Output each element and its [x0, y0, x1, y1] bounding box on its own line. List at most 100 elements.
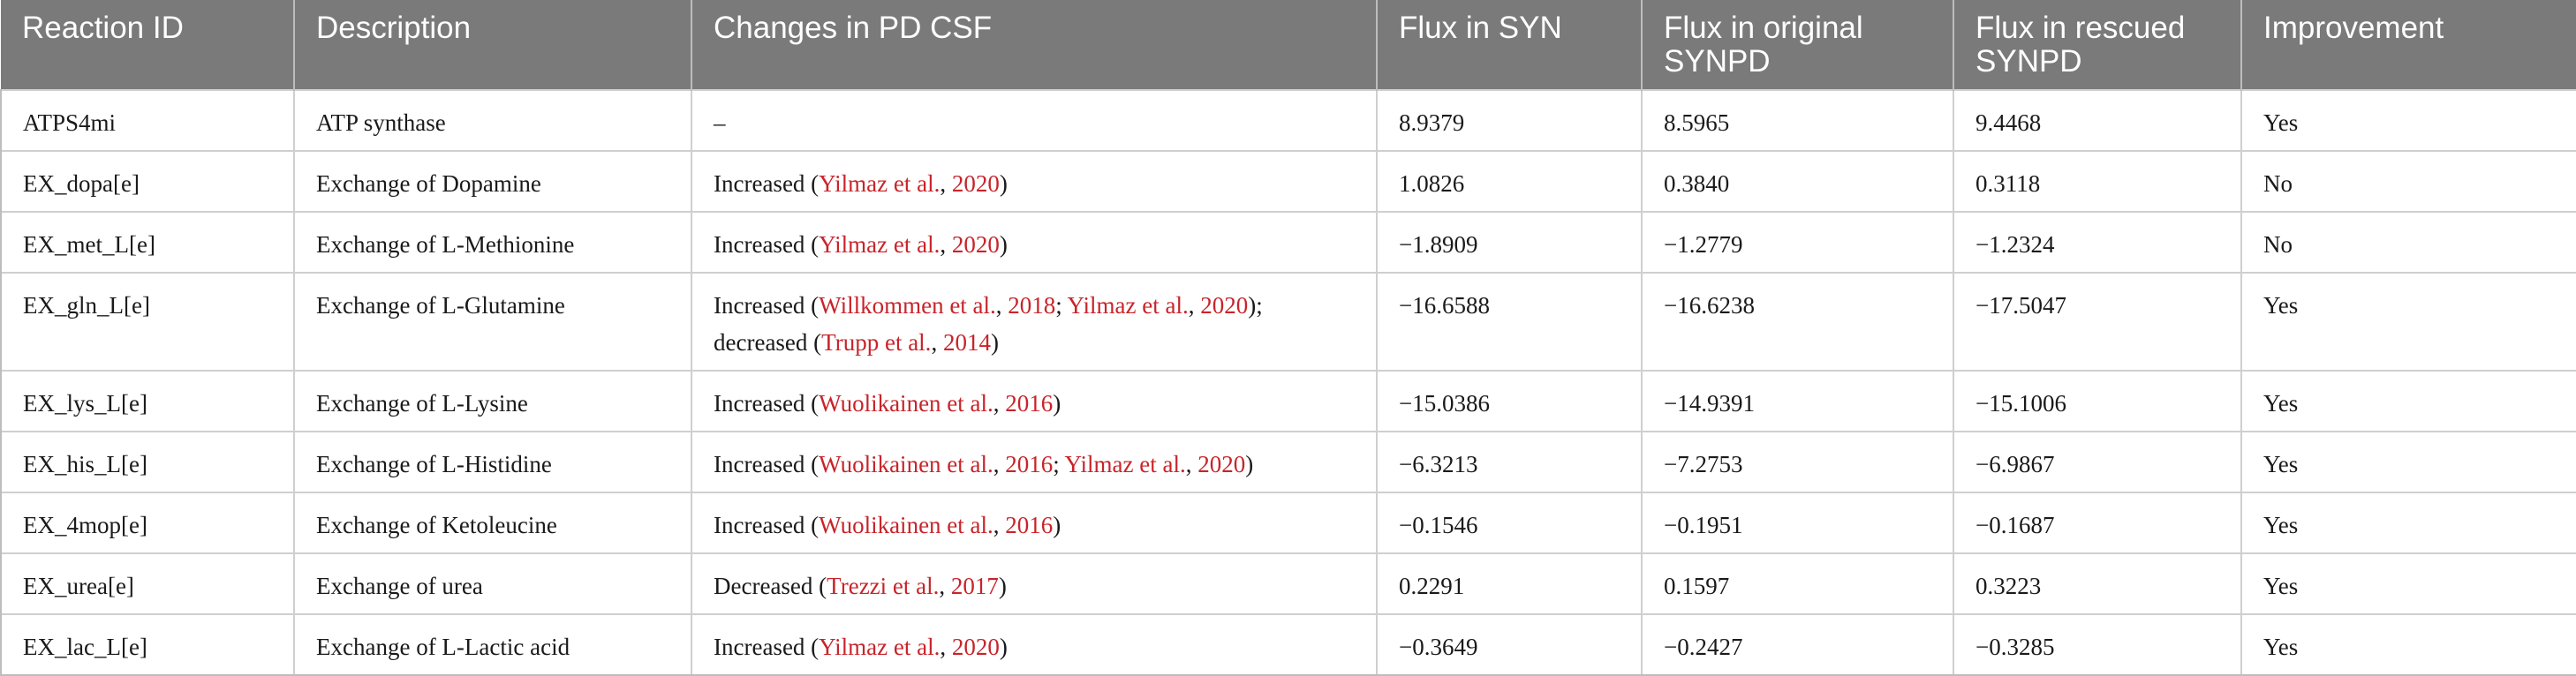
cell-changes: Increased (Yilmaz et al., 2020): [691, 150, 1377, 212]
change-text: Increased (: [714, 390, 820, 417]
cell-flux-syn: −0.3649: [1376, 613, 1642, 676]
cell-changes: Increased (Wuolikainen et al., 2016): [691, 370, 1377, 432]
change-text: ,: [939, 573, 951, 599]
cell-description: Exchange of Dopamine: [293, 150, 691, 212]
cell-flux-rescued: −0.1687: [1953, 492, 2241, 553]
change-text: Increased (: [714, 451, 820, 477]
cell-flux-rescued: −17.5047: [1953, 272, 2241, 371]
cell-flux-syn: −6.3213: [1376, 431, 1642, 492]
header-flux-original-synpd: Flux in original SYNPD: [1641, 0, 1953, 90]
table-row: EX_lys_L[e] Exchange of L-Lysine Increased…: [0, 370, 2576, 432]
header-row: Reaction ID Description Changes in PD CS…: [1, 0, 2576, 90]
change-text: ,: [993, 451, 1006, 477]
citation-link[interactable]: 2016: [1005, 451, 1054, 477]
change-text: –: [714, 109, 726, 136]
change-text: ,: [940, 170, 952, 197]
cell-flux-rescued: 9.4468: [1953, 89, 2241, 151]
cell-flux-original: 0.1597: [1641, 552, 1953, 614]
change-text: ,: [993, 390, 1006, 417]
cell-changes: –: [691, 89, 1377, 151]
cell-flux-syn: −15.0386: [1376, 370, 1642, 432]
cell-description: Exchange of L-Glutamine: [293, 272, 691, 371]
table-row: EX_gln_L[e] Exchange of L-Glutamine Increa…: [0, 272, 2576, 371]
citation-link[interactable]: Yilmaz et al.: [819, 170, 941, 197]
cell-flux-rescued: −0.3285: [1953, 613, 2241, 676]
cell-improvement: Yes: [2240, 431, 2576, 492]
citation-link[interactable]: 2020: [951, 231, 1000, 258]
citation-link[interactable]: Willkommen et al.: [819, 292, 996, 319]
cell-description: ATP synthase: [293, 89, 691, 151]
cell-improvement: Yes: [2240, 492, 2576, 553]
cell-flux-syn: −0.1546: [1376, 492, 1642, 553]
change-text: ;: [1053, 451, 1065, 477]
cell-flux-original: −16.6238: [1641, 272, 1953, 371]
citation-link[interactable]: 2017: [950, 573, 999, 599]
change-text: ,: [1188, 292, 1201, 319]
table-row: EX_his_L[e] Exchange of L-Histidine Increa…: [0, 431, 2576, 492]
change-text: ,: [1185, 451, 1198, 477]
citation-link[interactable]: Yilmaz et al.: [819, 231, 941, 258]
citation-link[interactable]: Trupp et al.: [821, 329, 932, 356]
cell-flux-original: 8.5965: [1641, 89, 1953, 151]
citation-link[interactable]: 2020: [951, 170, 1000, 197]
citation-link[interactable]: Yilmaz et al.: [1064, 451, 1186, 477]
citation-link[interactable]: 2016: [1005, 512, 1054, 538]
change-text: Decreased (: [714, 573, 827, 599]
citation-link[interactable]: Yilmaz et al.: [819, 634, 941, 660]
change-text: ,: [993, 512, 1006, 538]
change-text: Increased (: [714, 170, 820, 197]
table-row: EX_dopa[e] Exchange of Dopamine Increased …: [0, 150, 2576, 212]
cell-changes: Decreased (Trezzi et al., 2017): [691, 552, 1377, 614]
citation-link[interactable]: Wuolikainen et al.: [819, 390, 993, 417]
cell-flux-syn: −1.8909: [1376, 211, 1642, 273]
citation-link[interactable]: 2020: [951, 634, 1000, 660]
citation-link[interactable]: 2014: [942, 329, 991, 356]
cell-changes: Increased (Yilmaz et al., 2020): [691, 613, 1377, 676]
citation-link[interactable]: 2020: [1200, 292, 1249, 319]
change-text: ): [1245, 451, 1254, 477]
change-text: ): [999, 634, 1008, 660]
cell-flux-rescued: −15.1006: [1953, 370, 2241, 432]
cell-description: Exchange of Ketoleucine: [293, 492, 691, 553]
cell-description: Exchange of L-Histidine: [293, 431, 691, 492]
cell-flux-original: 0.3840: [1641, 150, 1953, 212]
cell-flux-original: −0.2427: [1641, 613, 1953, 676]
cell-improvement: Yes: [2240, 272, 2576, 371]
cell-improvement: Yes: [2240, 370, 2576, 432]
cell-reaction-id: EX_urea[e]: [0, 552, 294, 614]
change-text: ): [990, 329, 999, 356]
cell-flux-syn: 1.0826: [1376, 150, 1642, 212]
table-row: EX_4mop[e] Exchange of Ketoleucine Increas…: [0, 492, 2576, 553]
citation-link[interactable]: 2018: [1008, 292, 1056, 319]
header-changes-in-pd-csf: Changes in PD CSF: [691, 0, 1377, 90]
citation-link[interactable]: Yilmaz et al.: [1067, 292, 1189, 319]
cell-flux-rescued: 0.3118: [1953, 150, 2241, 212]
citation-link[interactable]: 2016: [1005, 390, 1054, 417]
change-text: Increased (: [714, 512, 820, 538]
table-row: EX_urea[e] Exchange of urea Decreased (Tre…: [0, 552, 2576, 614]
cell-flux-syn: 8.9379: [1376, 89, 1642, 151]
header-description: Description: [293, 0, 691, 90]
citation-link[interactable]: Wuolikainen et al.: [819, 451, 993, 477]
cell-improvement: Yes: [2240, 89, 2576, 151]
change-text: Increased (: [714, 634, 820, 660]
citation-link[interactable]: Wuolikainen et al.: [819, 512, 993, 538]
cell-improvement: No: [2240, 211, 2576, 273]
cell-reaction-id: EX_4mop[e]: [0, 492, 294, 553]
citation-link[interactable]: Trezzi et al.: [827, 573, 940, 599]
cell-reaction-id: EX_his_L[e]: [0, 431, 294, 492]
cell-changes: Increased (Wuolikainen et al., 2016; Yil…: [691, 431, 1377, 492]
cell-description: Exchange of L-Lactic acid: [293, 613, 691, 676]
table-row: EX_met_L[e] Exchange of L-Methionine Incre…: [0, 211, 2576, 273]
cell-flux-original: −7.2753: [1641, 431, 1953, 492]
cell-reaction-id: EX_dopa[e]: [0, 150, 294, 212]
cell-flux-rescued: −1.2324: [1953, 211, 2241, 273]
change-text: ): [998, 573, 1007, 599]
table-row: ATPS4mi ATP synthase – 8.9379 8.5965 9.4468 Ye…: [0, 89, 2576, 151]
cell-flux-original: −1.2779: [1641, 211, 1953, 273]
cell-flux-original: −14.9391: [1641, 370, 1953, 432]
citation-link[interactable]: 2020: [1197, 451, 1246, 477]
change-text: ,: [931, 329, 943, 356]
cell-description: Exchange of urea: [293, 552, 691, 614]
